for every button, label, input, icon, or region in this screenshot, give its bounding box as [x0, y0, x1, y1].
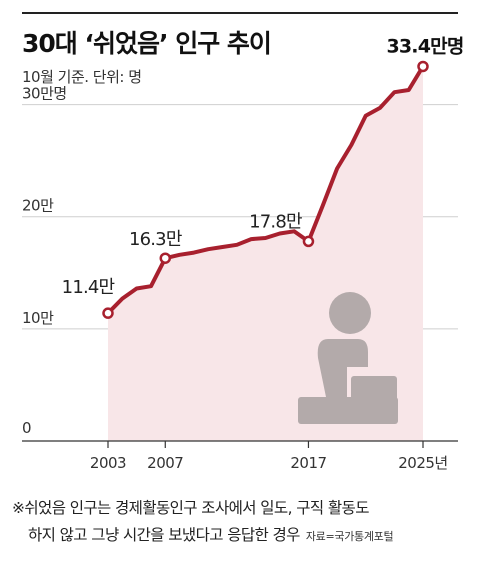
series-line [106, 64, 425, 316]
data-point-marker [417, 60, 429, 73]
axes: 2003 2007 2017 2025년 [22, 440, 458, 472]
chart-subtitle: 10월 기준. 단위: 명 [22, 68, 142, 86]
footnote: ※쉬었음 인구는 경제활동인구 조사에서 일도, 구직 활동도 하지 않고 그냥… [12, 495, 394, 550]
source-credit: 자료=국가통계포털 [305, 530, 394, 543]
data-label: 11.4만 [62, 277, 115, 298]
data-label: 17.8만 [249, 211, 302, 232]
top-rule [22, 12, 458, 14]
data-point-marker [302, 235, 315, 248]
footnote-line-2: 하지 않고 그냥 시간을 보냈다고 응답한 경우 자료=국가통계포털 [12, 522, 394, 550]
x-tick-label: 2017 [290, 454, 326, 472]
grid-lines: 0 10만 20만 30만명 [22, 85, 458, 437]
data-point-markers [102, 60, 429, 319]
data-point-marker [102, 307, 114, 319]
line-chart: 0 10만 20만 30만명 2003 2007 2017 2025년 11.4만 16.3만… [22, 35, 465, 472]
data-point-marker [159, 252, 172, 264]
y-tick-label: 10만 [22, 309, 54, 327]
data-label: 16.3만 [129, 229, 182, 250]
x-tick-label: 2007 [147, 454, 183, 472]
footnote-line-2-text: 하지 않고 그냥 시간을 보냈다고 응답한 경우 [28, 526, 300, 544]
chart-title: 30대 ‘쉬었음’ 인구 추이 [22, 29, 272, 58]
data-labels: 11.4만 16.3만 17.8만 33.4만명 [62, 35, 465, 298]
x-tick-label: 2025년 [398, 454, 447, 472]
footnote-line-1: ※쉬었음 인구는 경제활동인구 조사에서 일도, 구직 활동도 [12, 499, 369, 517]
y-tick-label: 20만 [22, 197, 54, 215]
x-tick-label: 2003 [90, 454, 126, 472]
y-tick-label: 30만명 [22, 85, 67, 103]
y-tick-label: 0 [22, 419, 31, 437]
data-label: 33.4만명 [386, 35, 463, 57]
person-sitting-icon [298, 292, 398, 424]
